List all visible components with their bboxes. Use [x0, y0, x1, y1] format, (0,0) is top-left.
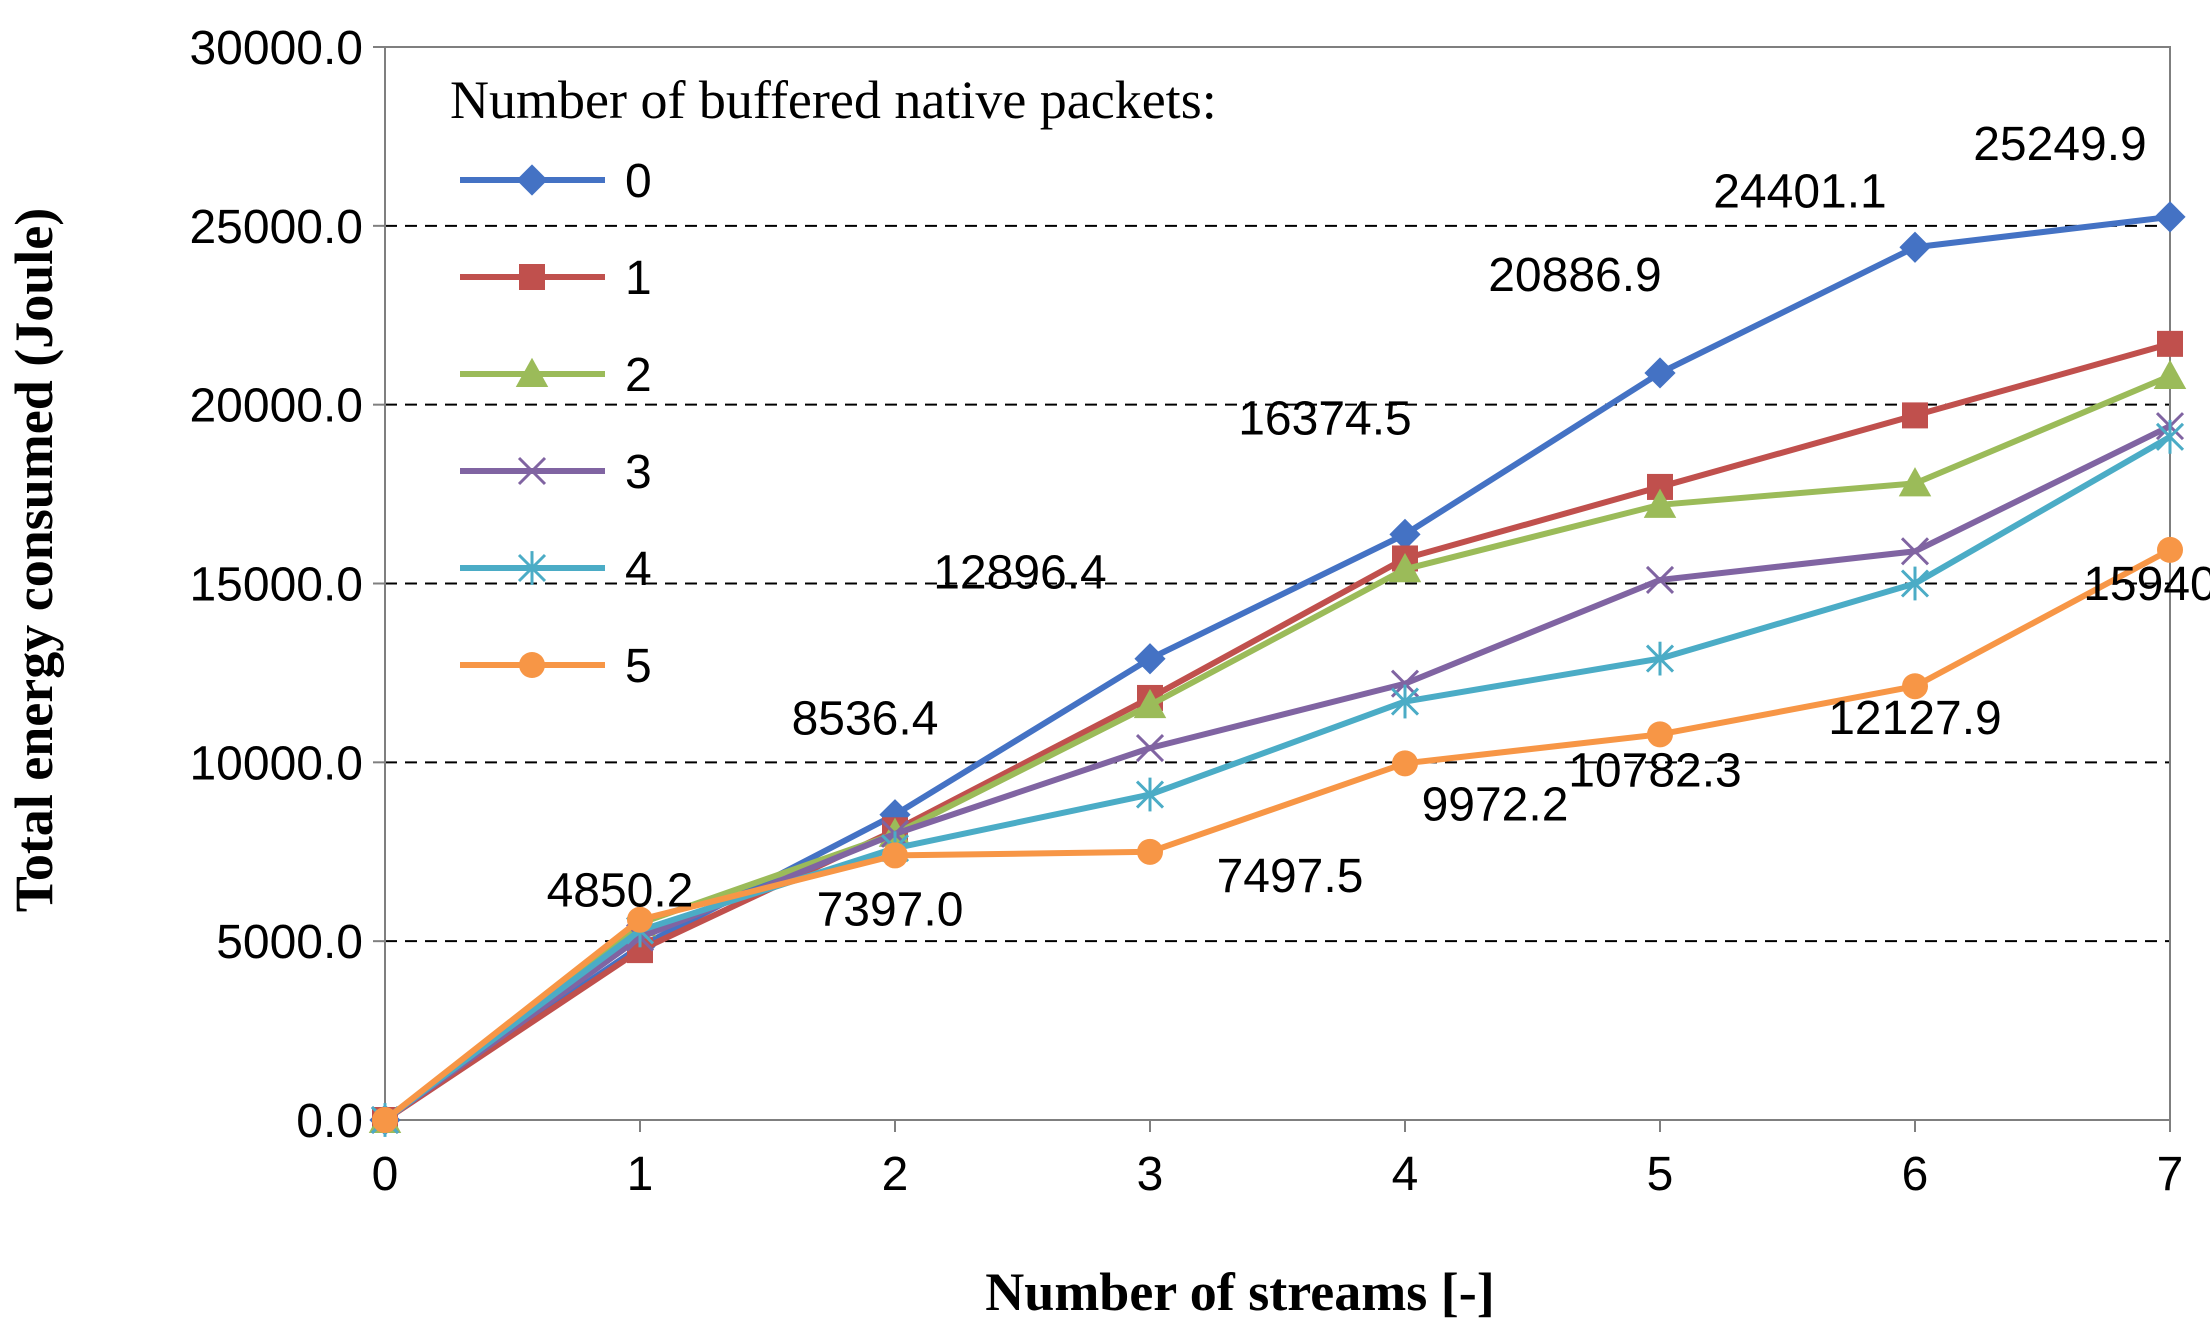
y-tick-label: 5000.0 [216, 916, 363, 969]
x-tick-label: 1 [627, 1148, 654, 1201]
data-point-marker [2155, 419, 2185, 454]
data-point-marker [1643, 488, 1677, 518]
y-tick-label: 15000.0 [189, 559, 363, 612]
y-tick-label: 20000.0 [189, 380, 363, 433]
x-tick-label: 6 [1902, 1148, 1929, 1201]
data-point-marker [1388, 552, 1422, 583]
y-tick-label: 30000.0 [189, 22, 363, 75]
data-point-marker [1900, 537, 1930, 566]
data-point-marker [2154, 201, 2186, 233]
data-label: 24401.1 [1713, 165, 1887, 218]
series-line [383, 340, 2171, 1123]
data-point-marker [1135, 733, 1165, 763]
data-label: 7497.5 [1217, 850, 1364, 903]
y-tick-label: 10000.0 [189, 737, 363, 790]
legend-item: 0 [460, 155, 652, 208]
legend-label: 5 [625, 640, 652, 693]
data-point-marker [1390, 684, 1420, 719]
data-label: 12896.4 [933, 547, 1107, 600]
data-label: 8536.4 [792, 693, 939, 746]
data-label: 25249.9 [1973, 118, 2147, 171]
data-point-marker [1900, 566, 1930, 601]
legend-title: Number of buffered native packets: [450, 70, 1217, 130]
data-label: 7397.0 [817, 883, 964, 936]
legend-item: 1 [460, 252, 652, 305]
data-point-marker [1647, 721, 1673, 748]
legend-item: 5 [460, 640, 652, 693]
legend-label: 2 [625, 349, 652, 402]
axes: 0.05000.010000.015000.020000.025000.0300… [189, 22, 2183, 1201]
data-label: 4850.2 [547, 865, 694, 918]
series-3 [370, 412, 2185, 1135]
x-tick-label: 5 [1647, 1148, 1674, 1201]
data-point-marker [1645, 641, 1675, 676]
data-label: 15940.0 [2083, 558, 2210, 611]
data-point-marker [516, 164, 548, 196]
data-point-marker [517, 456, 547, 486]
series-4 [370, 419, 2185, 1137]
y-tick-label: 0.0 [296, 1095, 363, 1148]
series-5 [372, 536, 2183, 1133]
data-point-marker [1898, 467, 1932, 497]
data-point-marker [2157, 536, 2183, 563]
data-point-marker [1135, 777, 1165, 812]
legend-label: 1 [625, 252, 652, 305]
x-tick-label: 3 [1137, 1148, 1164, 1201]
data-point-marker [1134, 643, 1166, 675]
legend-item: 2 [460, 349, 652, 402]
y-axis-title: Total energy consumed (Joule) [4, 208, 64, 912]
data-point-marker [517, 551, 547, 585]
data-label: 9972.2 [1422, 778, 1569, 831]
x-tick-label: 4 [1392, 1148, 1419, 1201]
data-labels: 4850.2 8536.4 12896.4 16374.5 20886.9 24401.1… [547, 118, 2210, 937]
data-point-marker [519, 264, 545, 290]
series-line [383, 434, 2172, 1123]
data-point-marker [1644, 357, 1676, 389]
legend-label: 0 [625, 155, 652, 208]
data-point-marker [519, 652, 545, 678]
y-tick-label: 25000.0 [189, 201, 363, 254]
data-point-marker [882, 842, 908, 869]
data-point-marker [1389, 518, 1421, 550]
data-point-marker [372, 1107, 398, 1133]
series-lines [368, 201, 2187, 1137]
legend-item: 4 [460, 543, 652, 596]
gridlines [385, 224, 2170, 943]
data-point-marker [515, 357, 549, 387]
series-line [383, 547, 2172, 1123]
data-point-marker [1133, 688, 1167, 719]
x-tick-label: 0 [372, 1148, 399, 1201]
data-label: 10782.3 [1568, 744, 1742, 797]
x-tick-label: 2 [882, 1148, 909, 1201]
data-point-marker [1137, 838, 1163, 865]
data-point-marker [1392, 750, 1418, 777]
data-label: 12127.9 [1828, 692, 2002, 745]
series-line [383, 213, 2171, 1123]
data-point-marker [1899, 231, 1931, 263]
data-point-marker [1645, 565, 1675, 594]
data-point-marker [879, 799, 911, 831]
data-point-marker [1902, 673, 1928, 700]
data-label: 20886.9 [1488, 249, 1662, 302]
legend-label: 3 [625, 446, 652, 499]
series-line [383, 423, 2172, 1123]
data-point-marker [1902, 402, 1928, 429]
x-tick-label: 7 [2157, 1148, 2184, 1201]
data-point-marker [627, 906, 653, 933]
legend-label: 4 [625, 543, 652, 596]
data-point-marker [2153, 359, 2187, 390]
legend: Number of buffered native packets: 0 1 2 3 4 5 [450, 70, 1217, 693]
legend-item: 3 [460, 446, 652, 499]
x-axis-title: Number of streams [-] [985, 1262, 1494, 1322]
data-point-marker [2157, 330, 2183, 357]
data-label: 16374.5 [1238, 392, 1412, 445]
